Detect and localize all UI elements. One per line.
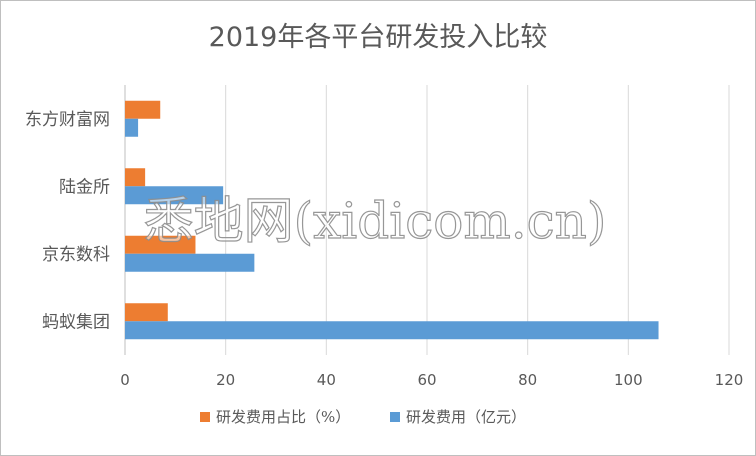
legend-swatch: [200, 412, 210, 422]
legend-label: 研发费用（亿元）: [406, 408, 526, 426]
legend-label: 研发费用占比（%）: [216, 408, 350, 426]
x-tick-labels: 0 20 40 60 80 100 120: [120, 371, 743, 389]
bar-ratio: [125, 168, 146, 187]
category-label: 蚂蚁集团: [42, 312, 110, 332]
category-label: 东方财富网: [25, 110, 110, 130]
x-tick-label: 60: [417, 371, 436, 389]
legend-swatch: [390, 412, 400, 422]
x-tick-label: 120: [715, 371, 744, 389]
bar-expense: [125, 253, 255, 272]
bar-ratio: [125, 235, 196, 254]
x-tick-label: 40: [317, 371, 336, 389]
x-tick-label: 20: [216, 371, 235, 389]
bars: [125, 100, 659, 340]
bar-ratio: [125, 303, 168, 322]
bar-expense: [125, 118, 139, 137]
x-tick-label: 80: [518, 371, 537, 389]
x-tick-label: 0: [120, 371, 130, 389]
legend: 研发费用占比（%） 研发费用（亿元）: [200, 408, 526, 426]
bar-expense: [125, 186, 224, 205]
category-label: 京东数科: [42, 245, 110, 265]
bar-ratio: [125, 100, 161, 119]
x-tick-label: 100: [614, 371, 643, 389]
bar-expense: [125, 321, 659, 340]
category-label: 陆金所: [59, 177, 110, 197]
chart-title: 2019年各平台研发投入比较: [209, 22, 548, 53]
watermark: 悉地网(xidicom.cn): [144, 192, 607, 250]
